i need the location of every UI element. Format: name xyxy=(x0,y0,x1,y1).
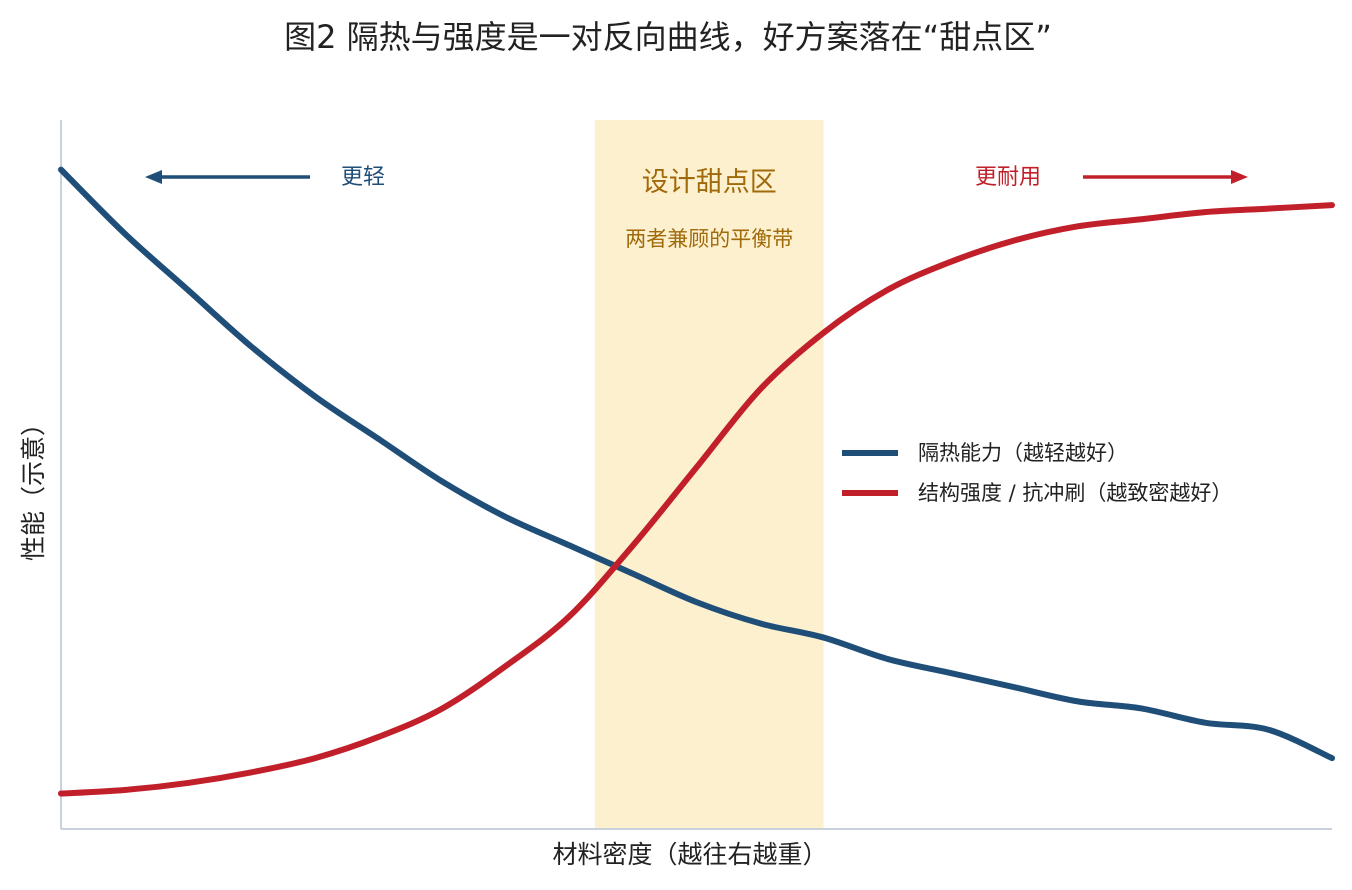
sweet-spot-title: 设计甜点区 xyxy=(642,167,777,198)
legend-label-strength: 结构强度 / 抗冲刷（越致密越好） xyxy=(918,481,1232,505)
legend-label-insulation: 隔热能力（越轻越好） xyxy=(918,441,1128,465)
sweet-spot-subtitle: 两者兼顾的平衡带 xyxy=(625,227,793,251)
lighter-annotation: 更轻 xyxy=(145,165,385,190)
left-annotation-text: 更轻 xyxy=(341,165,385,190)
chart-title: 图2 隔热与强度是一对反向曲线，好方案落在“甜点区” xyxy=(284,18,1052,56)
durable-annotation: 更耐用 xyxy=(975,165,1248,190)
legend: 隔热能力（越轻越好） 结构强度 / 抗冲刷（越致密越好） xyxy=(842,441,1232,505)
left-arrowhead-icon xyxy=(145,170,162,184)
right-annotation-text: 更耐用 xyxy=(975,165,1041,190)
x-axis-label: 材料密度（越往右越重） xyxy=(552,840,827,869)
right-arrowhead-icon xyxy=(1231,170,1248,184)
sweet-spot-band xyxy=(594,120,824,829)
y-axis-label: 性能（示意） xyxy=(19,411,48,561)
series-line-insulation xyxy=(58,166,1335,762)
series-line-strength xyxy=(58,202,1335,797)
